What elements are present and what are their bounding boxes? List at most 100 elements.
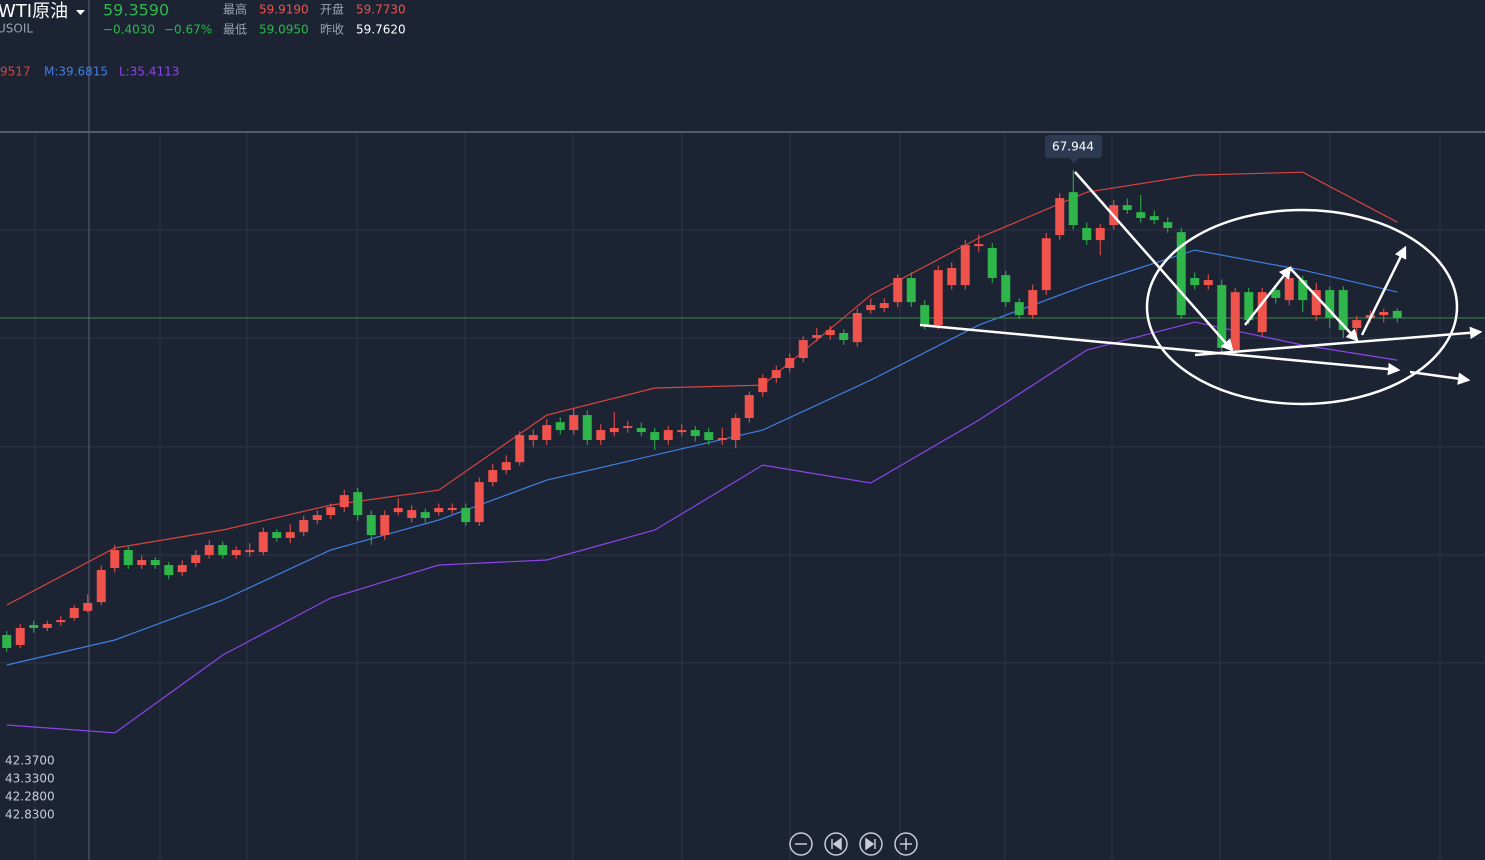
candle-body [15,627,25,646]
candle-body [447,507,457,511]
candle-body [56,620,66,623]
price: 59.3590 [103,1,169,20]
candle-body [231,550,241,556]
candle-body [407,510,417,518]
change: −0.4030 [103,23,155,37]
candle-body [974,244,984,247]
candle-body [110,550,120,568]
candle-body [1244,292,1254,321]
candle-body [798,340,808,359]
candle-body [731,417,741,441]
candle-body [245,550,255,553]
candle-body [906,278,916,303]
candle-body [555,422,565,431]
candle-body [947,268,957,286]
legend-lower: L:35.4113 [119,65,179,79]
header: WTI原油 USOIL 59.3590 −0.4030 −0.67% 最高 59… [0,1,406,37]
candle-body [758,377,768,393]
candle-body [771,370,781,378]
candle-body [191,555,201,563]
candle-body [569,415,579,431]
candle-body [839,333,849,341]
zoom-in-button[interactable] [894,832,918,856]
candle-body [785,358,795,369]
zoom-out-button[interactable] [789,832,813,856]
candle-body [879,303,889,309]
legend-upper: 9517 [0,65,31,79]
candle-body [326,507,336,516]
candle-body [609,427,619,433]
candle-body [150,560,160,566]
bollinger-band [6,171,1398,606]
candle-body [933,270,943,326]
candle-body [987,248,997,279]
candle-body [29,625,39,628]
candle-body [299,520,309,533]
candle-body [1271,290,1281,299]
candle-body [852,313,862,343]
candle-body [137,560,147,566]
candle-body [1068,192,1078,226]
candle-body [1379,311,1389,316]
dropdown-arrow[interactable] [76,10,85,15]
candle-body [717,437,727,441]
candle-body [258,532,268,553]
symbol: USOIL [0,22,33,36]
candle-body [1014,302,1024,316]
prev-label: 昨收 [320,23,344,37]
candle-body [501,462,511,471]
candle-body [825,330,835,336]
candle-body [1149,216,1159,221]
candle-body [1122,205,1132,211]
candle-body [744,395,754,418]
candle-body [1284,278,1294,301]
hover-low: 42.2800 [5,790,55,804]
candle-body [366,515,376,536]
candle-body [1095,228,1105,241]
candle-body [488,470,498,483]
candle-body [690,430,700,437]
candle-body [623,426,633,428]
candle-body [312,515,322,521]
candle-body [596,430,606,441]
open-value: 59.7730 [356,3,406,17]
candle-body [42,623,52,628]
scroll-start-button[interactable] [824,832,848,856]
candle-body [893,278,903,303]
candle-body [1230,292,1240,351]
candle-body [1352,320,1362,329]
high-label: 最高 [223,2,247,17]
instrument-name: WTI原油 [0,1,68,22]
low-value: 59.0950 [259,23,309,37]
candle-body [96,570,106,603]
candle-body [1257,292,1267,333]
candle-body [1163,222,1173,229]
candle-body [285,532,295,538]
candle-body [380,515,390,536]
candle-body [83,602,93,611]
candle-body [866,305,876,311]
candle-body [1055,198,1065,236]
hover-close: 42.8300 [5,808,55,822]
candle-body [650,432,660,441]
open-label: 开盘 [320,2,344,17]
candle-body [1001,275,1011,303]
candle-body [1136,212,1146,219]
candle-body [204,545,214,556]
bollinger-band [6,321,1398,734]
zoom-controls [789,832,918,856]
candle-body [393,507,403,513]
candle-body [920,305,930,326]
candle-body [1217,285,1227,349]
candle-body [177,565,187,573]
hover-high: 43.3300 [5,772,55,786]
candle-body [461,507,471,523]
scroll-end-button[interactable] [859,832,883,856]
hover-values: 42.3700 43.3300 42.2800 42.8300 [5,754,55,822]
peak-tooltip: 67.944 [1045,135,1102,163]
candle-body [1298,280,1308,301]
candle-body [164,565,174,576]
